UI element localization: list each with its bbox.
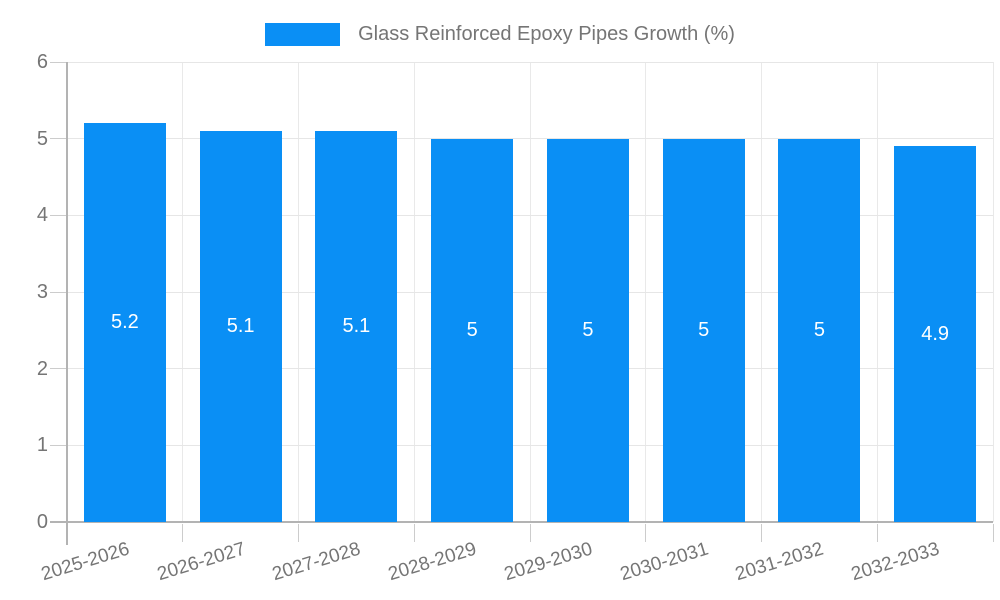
bar[interactable]: 5.2 — [83, 123, 166, 522]
legend-swatch — [265, 22, 341, 46]
x-axis-tick — [761, 524, 762, 542]
y-axis-label: 1 — [36, 434, 48, 457]
y-axis-tick — [50, 291, 67, 293]
bar[interactable]: 5.1 — [315, 131, 398, 522]
y-axis-label: 6 — [36, 51, 48, 73]
x-axis-tick — [529, 524, 531, 542]
y-axis-label: 2 — [36, 357, 48, 380]
gridline — [67, 444, 993, 446]
y-axis-label: 5 — [36, 127, 48, 150]
bar-value-label: 5 — [698, 318, 710, 341]
bar[interactable]: 4.9 — [894, 146, 977, 522]
y-axis-line — [66, 62, 68, 545]
y-axis-tick — [50, 368, 67, 370]
y-axis-tick — [50, 138, 67, 140]
gridline — [67, 291, 993, 293]
bar[interactable]: 5 — [546, 138, 629, 522]
bar-value-label: 5 — [813, 318, 825, 341]
x-axis-tick — [992, 524, 994, 542]
chart-legend: Glass Reinforced Epoxy Pipes Growth (%) — [0, 20, 1000, 48]
x-axis-tick — [876, 524, 878, 542]
y-axis-label: 4 — [36, 204, 48, 227]
bar[interactable]: 5 — [778, 138, 861, 522]
gridline — [67, 214, 993, 216]
x-axis-tick — [413, 524, 415, 542]
bar-value-label: 5 — [582, 318, 594, 341]
bar[interactable]: 5.1 — [199, 131, 282, 522]
legend-label: Glass Reinforced Epoxy Pipes Growth (%) — [358, 23, 735, 45]
bar-value-label: 5.1 — [342, 315, 371, 337]
y-axis-tick — [50, 214, 67, 216]
y-axis-tick — [50, 61, 67, 63]
gridline — [67, 61, 993, 63]
y-axis-tick — [50, 444, 67, 446]
x-axis-tick — [298, 524, 299, 542]
bar-value-label: 5.2 — [110, 311, 139, 334]
x-axis-tick — [645, 524, 647, 542]
bar-value-label: 5 — [466, 318, 478, 341]
bar-value-label: 4.9 — [921, 322, 950, 345]
bar[interactable]: 5 — [662, 138, 745, 522]
x-axis-line — [50, 521, 993, 523]
y-axis-label: 0 — [36, 511, 48, 533]
x-axis-tick — [182, 524, 184, 542]
bar[interactable]: 5 — [431, 138, 514, 522]
vertical-gridline — [992, 62, 994, 522]
gridline — [67, 368, 993, 370]
gridline — [67, 138, 993, 140]
bar-value-label: 5.1 — [226, 315, 255, 337]
y-axis-label: 3 — [36, 281, 48, 303]
